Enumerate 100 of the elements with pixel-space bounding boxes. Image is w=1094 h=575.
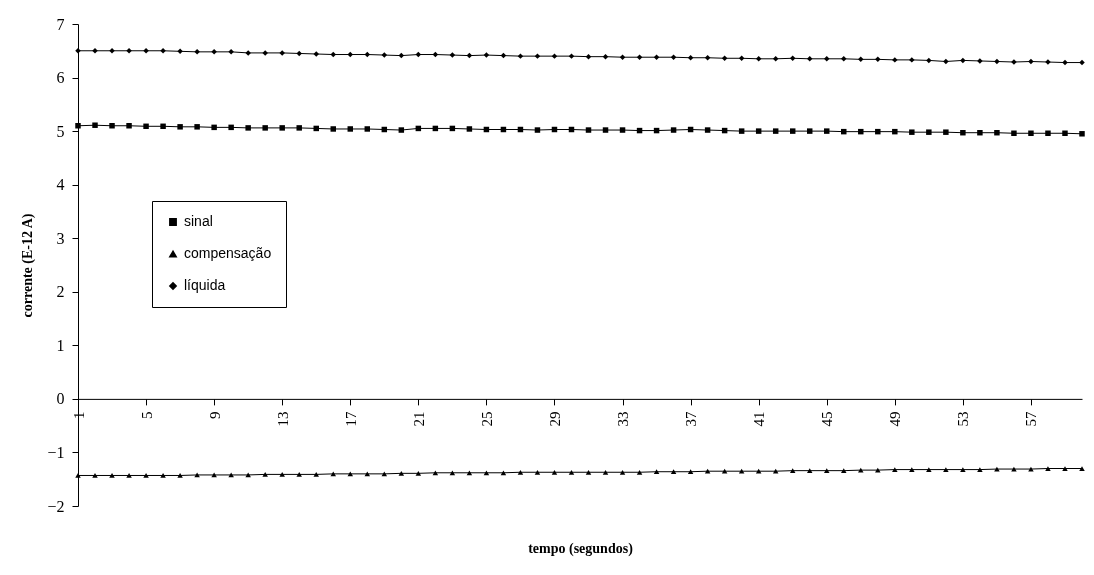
point	[926, 467, 932, 472]
point	[109, 473, 115, 478]
point	[653, 54, 660, 60]
point	[75, 123, 81, 129]
point	[602, 127, 609, 133]
point	[755, 56, 762, 62]
point	[483, 52, 490, 58]
point	[126, 48, 132, 54]
point	[398, 470, 405, 476]
point	[92, 122, 98, 128]
point	[1079, 59, 1085, 66]
point	[994, 58, 1000, 65]
point	[534, 53, 541, 59]
x-axis-title: tempo (segundos)	[528, 540, 634, 557]
point	[534, 127, 541, 133]
point	[160, 473, 166, 478]
point	[585, 127, 592, 133]
point	[926, 129, 932, 135]
point	[806, 128, 813, 134]
point	[1045, 130, 1051, 136]
x-tick-label: 21	[410, 411, 427, 427]
y-tick-label: 6	[56, 69, 65, 87]
point	[585, 469, 592, 475]
y-tick-label: 1	[56, 336, 65, 354]
point	[551, 53, 558, 59]
x-tick-label: 25	[478, 411, 495, 427]
point	[841, 56, 847, 62]
point	[704, 468, 711, 474]
point	[1062, 466, 1068, 471]
y-tick-label: 5	[56, 122, 65, 140]
point	[841, 128, 847, 135]
point	[330, 126, 336, 132]
point	[126, 473, 132, 478]
point	[500, 470, 507, 476]
point	[909, 129, 915, 135]
point	[449, 470, 456, 476]
x-tick-label: 13	[274, 411, 291, 427]
point	[755, 128, 762, 134]
point	[262, 125, 268, 131]
point	[721, 55, 728, 62]
point	[517, 469, 524, 475]
point	[824, 56, 830, 62]
point	[347, 51, 354, 58]
point	[806, 468, 813, 474]
point	[262, 50, 268, 56]
point	[1028, 58, 1034, 65]
x-tick-label: 57	[1023, 410, 1040, 427]
point	[704, 55, 711, 61]
x-tick-label: 9	[206, 411, 223, 419]
point	[517, 53, 524, 59]
point	[1062, 59, 1068, 66]
point	[687, 469, 694, 475]
point	[772, 128, 779, 134]
y-tick-label: 4	[56, 176, 65, 194]
point	[228, 124, 234, 131]
x-tick-label: 37	[683, 410, 700, 427]
point	[892, 57, 898, 63]
point	[943, 467, 949, 472]
point	[143, 473, 149, 478]
point	[1028, 130, 1034, 136]
point	[160, 48, 166, 54]
point	[772, 56, 779, 62]
point	[92, 473, 98, 478]
point	[551, 469, 558, 475]
point	[194, 49, 200, 55]
x-tick-label: 49	[887, 411, 904, 427]
point	[858, 128, 864, 135]
point	[279, 125, 285, 131]
point	[296, 472, 302, 477]
point	[994, 129, 1000, 136]
x-tick-label: 5	[138, 411, 155, 419]
legend-label: líquida	[184, 277, 226, 293]
point	[228, 49, 234, 55]
point	[892, 128, 898, 135]
point	[738, 468, 745, 474]
point	[875, 128, 881, 135]
point	[364, 126, 371, 132]
point	[619, 127, 626, 133]
point	[875, 56, 881, 63]
point	[619, 469, 626, 475]
point	[789, 128, 796, 134]
point	[126, 123, 132, 129]
point	[313, 472, 319, 477]
y-tick-label: 3	[56, 229, 65, 247]
point	[177, 48, 183, 55]
point	[1045, 466, 1051, 471]
point	[1079, 131, 1085, 137]
point	[943, 58, 949, 65]
x-tick-label: 33	[615, 411, 632, 427]
point	[330, 471, 336, 477]
point	[177, 124, 183, 130]
point	[738, 128, 745, 134]
point	[653, 469, 660, 475]
point	[194, 124, 200, 130]
y-tick-label: −2	[47, 497, 65, 515]
point	[670, 469, 677, 475]
point	[313, 125, 319, 132]
x-tick-label: 53	[955, 411, 972, 427]
x-tick-label: 29	[546, 411, 563, 427]
point	[296, 50, 302, 57]
